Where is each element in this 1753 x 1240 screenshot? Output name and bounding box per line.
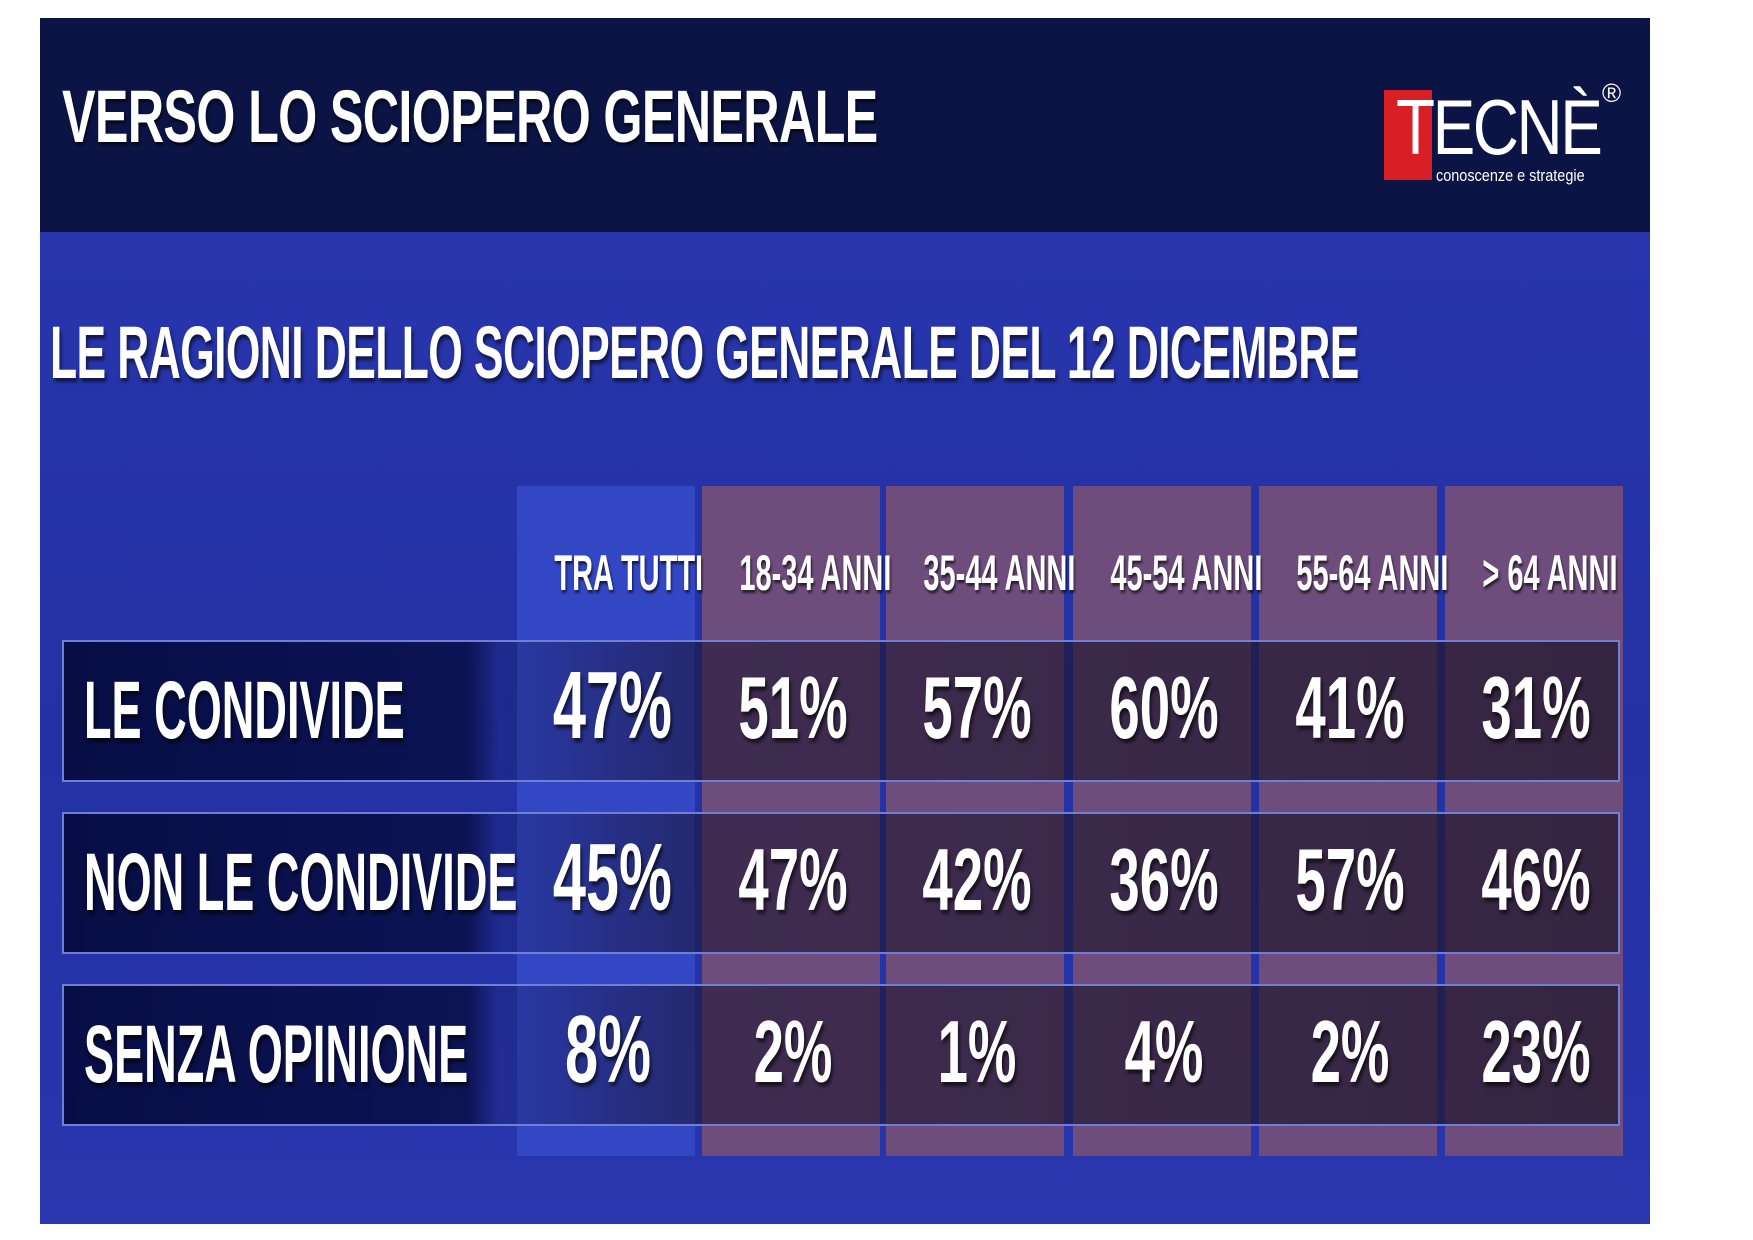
value-cell: 45% — [552, 824, 672, 931]
column-header: 45-54 ANNI — [1110, 545, 1263, 601]
column-header: TRA TUTTI — [554, 545, 704, 601]
value-cell: 47% — [552, 652, 672, 759]
value-cell: 57% — [922, 658, 1032, 757]
value-cell: 60% — [1109, 658, 1219, 757]
value-cell: 31% — [1481, 658, 1591, 757]
table-row: NON LE CONDIVIDE 45% 47% 42% 36% 57% 46% — [62, 812, 1620, 954]
value-cell: 2% — [753, 1002, 833, 1101]
value-cell: 46% — [1481, 830, 1591, 929]
value-cell: 42% — [922, 830, 1032, 929]
tecne-logo: TECNÈ ® conoscenze e strategie — [1384, 68, 1624, 188]
column-header: 35-44 ANNI — [923, 545, 1076, 601]
row-label: LE CONDIVIDE — [84, 665, 405, 756]
table-row: SENZA OPINIONE 8% 2% 1% 4% 2% 23% — [62, 984, 1620, 1126]
value-cell: 51% — [738, 658, 848, 757]
value-cell: 57% — [1295, 830, 1405, 929]
value-cell: 41% — [1295, 658, 1405, 757]
slide: VERSO LO SCIOPERO GENERALE TECNÈ ® conos… — [40, 18, 1650, 1224]
main-title: VERSO LO SCIOPERO GENERALE — [62, 75, 878, 158]
header-bar: VERSO LO SCIOPERO GENERALE TECNÈ ® conos… — [40, 18, 1650, 232]
table-row: LE CONDIVIDE 47% 51% 57% 60% 41% 31% — [62, 640, 1620, 782]
row-label: NON LE CONDIVIDE — [84, 837, 518, 928]
logo-word: TECNÈ — [1396, 83, 1603, 171]
value-cell: 23% — [1481, 1002, 1591, 1101]
logo-tagline: conoscenze e strategie — [1436, 166, 1585, 185]
value-cell: 36% — [1109, 830, 1219, 929]
chart-title: LE RAGIONI DELLO SCIOPERO GENERALE DEL 1… — [50, 311, 1359, 394]
value-cell: 47% — [738, 830, 848, 929]
value-cell: 8% — [564, 996, 652, 1103]
column-header: 18-34 ANNI — [739, 545, 892, 601]
column-header: > 64 ANNI — [1482, 545, 1618, 601]
value-cell: 2% — [1310, 1002, 1390, 1101]
row-label: SENZA OPINIONE — [84, 1009, 469, 1100]
column-header: 55-64 ANNI — [1296, 545, 1449, 601]
logo-registered-mark: ® — [1602, 78, 1622, 108]
value-cell: 4% — [1124, 1002, 1204, 1101]
value-cell: 1% — [937, 1002, 1017, 1101]
logo-red-box — [1384, 90, 1432, 180]
